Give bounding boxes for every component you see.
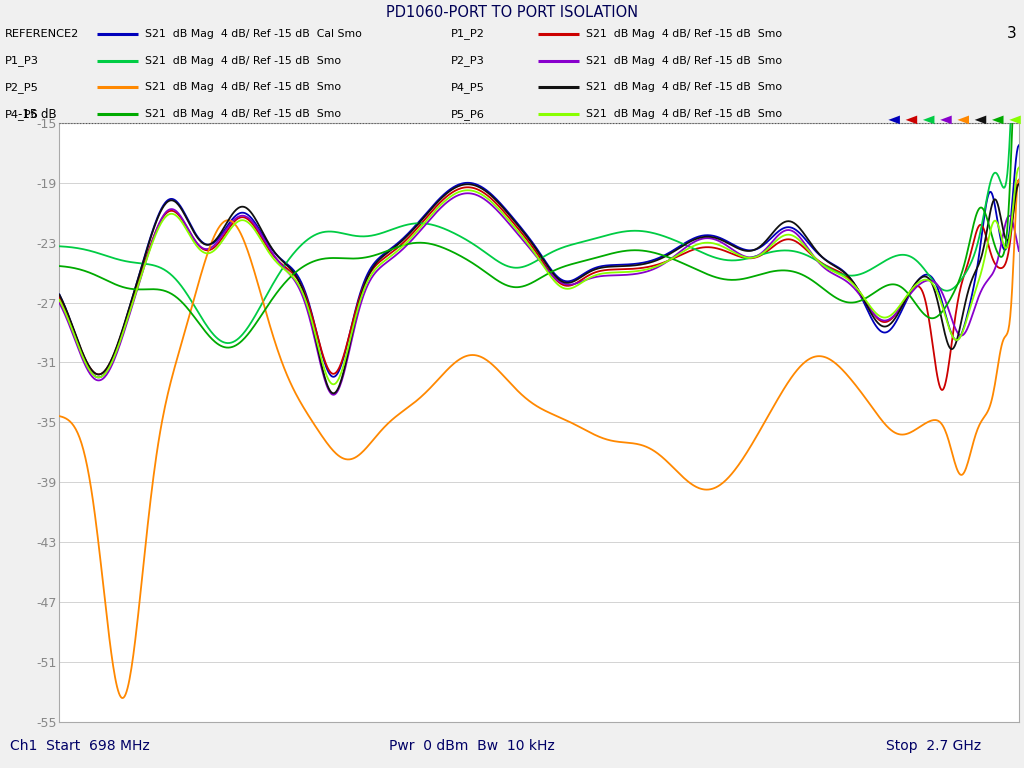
- Polygon shape: [975, 115, 986, 124]
- Text: Stop  2.7 GHz: Stop 2.7 GHz: [886, 739, 981, 753]
- Text: P2_P3: P2_P3: [451, 55, 484, 66]
- Text: P4_P5: P4_P5: [451, 82, 484, 93]
- Text: -15 dB: -15 dB: [17, 108, 56, 121]
- Text: P4_P6: P4_P6: [5, 108, 39, 120]
- Text: P1_P2: P1_P2: [451, 28, 484, 39]
- Polygon shape: [940, 115, 951, 124]
- Text: P1_P3: P1_P3: [5, 55, 39, 66]
- Text: REFERENCE2: REFERENCE2: [5, 29, 80, 39]
- Polygon shape: [1010, 115, 1021, 124]
- Text: 3: 3: [1007, 26, 1017, 41]
- Text: P5_P6: P5_P6: [451, 108, 484, 120]
- Text: S21  dB Mag  4 dB/ Ref -15 dB  Cal Smo: S21 dB Mag 4 dB/ Ref -15 dB Cal Smo: [145, 29, 362, 39]
- Text: S21  dB Mag  4 dB/ Ref -15 dB  Smo: S21 dB Mag 4 dB/ Ref -15 dB Smo: [586, 29, 782, 39]
- Text: S21  dB Mag  4 dB/ Ref -15 dB  Smo: S21 dB Mag 4 dB/ Ref -15 dB Smo: [145, 55, 342, 66]
- Polygon shape: [957, 115, 969, 124]
- Text: S21  dB Mag  4 dB/ Ref -15 dB  Smo: S21 dB Mag 4 dB/ Ref -15 dB Smo: [145, 82, 342, 92]
- Text: PD1060-PORT TO PORT ISOLATION: PD1060-PORT TO PORT ISOLATION: [386, 5, 638, 20]
- Text: S21  dB Mag  4 dB/ Ref -15 dB  Smo: S21 dB Mag 4 dB/ Ref -15 dB Smo: [586, 109, 782, 119]
- Text: Ch1  Start  698 MHz: Ch1 Start 698 MHz: [10, 739, 150, 753]
- Polygon shape: [992, 115, 1004, 124]
- Text: S21  dB Mag  4 dB/ Ref -15 dB  Smo: S21 dB Mag 4 dB/ Ref -15 dB Smo: [586, 55, 782, 66]
- Text: S21  dB Mag  4 dB/ Ref -15 dB  Smo: S21 dB Mag 4 dB/ Ref -15 dB Smo: [586, 82, 782, 92]
- Polygon shape: [923, 115, 935, 124]
- Polygon shape: [905, 115, 918, 124]
- Text: Pwr  0 dBm  Bw  10 kHz: Pwr 0 dBm Bw 10 kHz: [389, 739, 555, 753]
- Polygon shape: [889, 115, 900, 124]
- Text: S21  dB Mag  4 dB/ Ref -15 dB  Smo: S21 dB Mag 4 dB/ Ref -15 dB Smo: [145, 109, 342, 119]
- Text: P2_P5: P2_P5: [5, 82, 39, 93]
